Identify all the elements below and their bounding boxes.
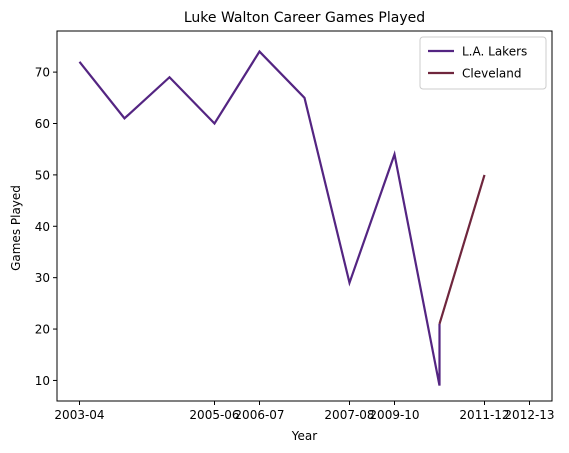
axes-frame [56,30,553,402]
y-axis-label: Games Played [9,185,23,271]
y-tick-label: 10 [35,374,50,388]
series-line-l-a-lakers [78,49,441,386]
series-line-cleveland [438,174,486,325]
x-axis-label: Year [291,429,317,443]
x-tick-label: 2011-12 [459,408,509,422]
legend: L.A. Lakers Cleveland [419,36,547,90]
legend-label: Cleveland [462,67,522,81]
y-tick-label: 20 [35,323,50,337]
y-tick-label: 50 [35,168,50,182]
x-tick-label: 2009-10 [369,408,419,422]
x-tick-label: 2003-04 [54,408,104,422]
legend-label: L.A. Lakers [462,45,527,59]
x-tick-label: 2006-07 [234,408,284,422]
y-tick-label: 30 [35,271,50,285]
x-tick-label: 2012-13 [504,408,554,422]
y-tick-label: 60 [35,117,50,131]
plot-area [78,49,486,386]
y-tick-label: 70 [35,66,50,80]
chart-title: Luke Walton Career Games Played [184,10,425,26]
y-tick-label: 40 [35,220,50,234]
x-tick-label: 2005-06 [189,408,239,422]
x-tick-label: 2007-08 [324,408,374,422]
y-axis-ticks: 10 20 30 40 50 60 70 [35,66,57,388]
